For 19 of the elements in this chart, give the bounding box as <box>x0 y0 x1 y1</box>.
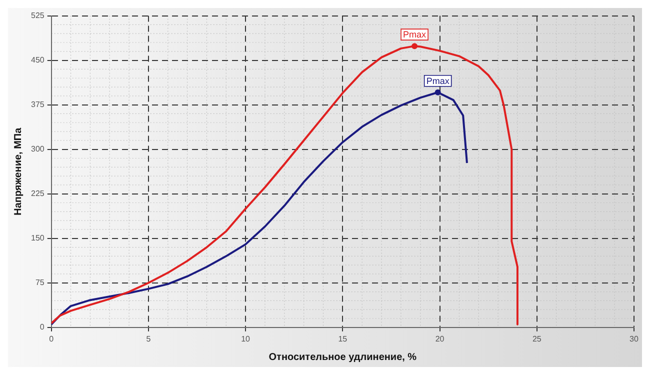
annotation: Pmax <box>426 76 450 86</box>
y-axis-title: Напряжение, МПа <box>12 127 24 216</box>
x-tick-label: 10 <box>241 334 251 344</box>
y-tick-label: 75 <box>35 278 45 288</box>
x-axis-title: Относительное удлинение, % <box>268 352 417 363</box>
x-tick-label: 0 <box>49 334 54 344</box>
y-tick-label: 375 <box>30 100 45 110</box>
y-tick-label: 450 <box>30 56 45 65</box>
x-tick-label: 25 <box>532 334 542 344</box>
y-tick-label: 0 <box>40 322 45 332</box>
y-tick-label: 225 <box>30 189 45 198</box>
y-tick-label: 525 <box>30 11 45 20</box>
y-tick-label: 300 <box>30 144 45 154</box>
x-tick-label: 30 <box>630 334 639 344</box>
x-tick-label: 15 <box>338 334 348 344</box>
y-tick-label: 150 <box>30 234 45 243</box>
x-tick-label: 5 <box>146 334 152 344</box>
annotation: Pmax <box>403 30 427 40</box>
x-tick-label: 20 <box>435 334 445 344</box>
